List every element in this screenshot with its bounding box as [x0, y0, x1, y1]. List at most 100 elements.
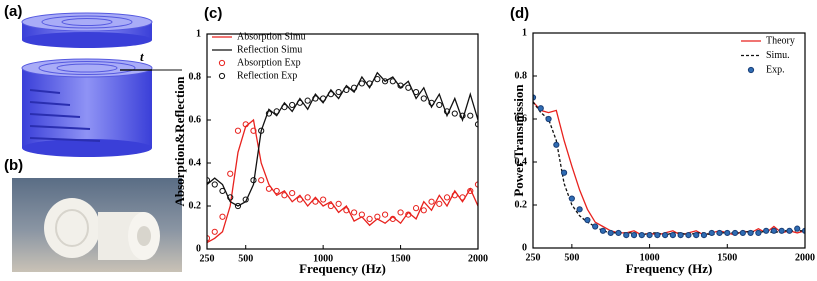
data-point [428, 198, 435, 205]
x-tick-label: 2000 [468, 253, 488, 264]
data-point [289, 190, 296, 197]
panel-label: (d) [510, 5, 529, 22]
x-axis-label: Frequency (Hz) [626, 261, 713, 276]
y-tick-label: 0.4 [515, 156, 528, 167]
data-point [351, 209, 358, 216]
legend-label: Absorption Simu [237, 31, 306, 42]
data-point [281, 104, 288, 111]
data-point [227, 170, 234, 177]
data-point [281, 192, 288, 199]
data-point [343, 86, 350, 94]
data-point [685, 232, 692, 239]
legend-label: Reflection Simu [237, 44, 302, 55]
data-point [358, 80, 365, 87]
plot-area [207, 71, 478, 244]
data-point [289, 101, 296, 109]
data-point [467, 112, 474, 119]
data-point [669, 232, 676, 239]
data-point [467, 187, 474, 195]
x-tick-label: 1000 [313, 253, 333, 264]
data-point [296, 99, 304, 106]
data-point [443, 194, 451, 201]
data-point [265, 110, 273, 117]
data-point [654, 232, 661, 239]
data-point [405, 84, 412, 91]
data-point [211, 181, 218, 188]
legend-marker [218, 59, 226, 67]
data-point [420, 207, 427, 214]
data-point [747, 229, 754, 237]
data-point [304, 97, 311, 104]
y-tick-label: 0 [196, 243, 201, 254]
data-point [366, 215, 373, 222]
data-point [312, 95, 319, 102]
annotation: t [140, 49, 144, 64]
data-point [296, 196, 304, 203]
data-point [242, 121, 249, 128]
data-point [560, 169, 568, 176]
y-tick-label: 0.8 [515, 70, 528, 81]
data-point [207, 235, 211, 242]
data-point [389, 78, 396, 85]
panel-a-illustration [21, 12, 182, 157]
data-point [412, 205, 420, 212]
data-point [693, 232, 700, 239]
data-point [584, 216, 591, 224]
legend-label: Exp. [766, 64, 785, 75]
data-point [366, 80, 373, 87]
data-point [451, 110, 458, 117]
data-point [219, 213, 226, 220]
data-point [211, 228, 218, 235]
data-point [227, 194, 234, 201]
data-point [778, 227, 785, 234]
y-tick-label: 0 [522, 242, 527, 253]
data-point [451, 192, 458, 199]
x-axis-label: Frequency (Hz) [299, 261, 386, 276]
data-point [646, 232, 653, 239]
data-point [250, 127, 257, 134]
panel-b-photo [12, 178, 182, 272]
data-point [599, 227, 607, 234]
x-tick-label: 250 [200, 253, 215, 264]
data-point [381, 78, 389, 85]
data-point [242, 196, 249, 203]
data-point [412, 88, 420, 96]
data-point [537, 105, 544, 112]
y-tick-label: 0.8 [189, 71, 202, 82]
data-point [576, 206, 583, 213]
data-point [428, 99, 435, 106]
data-point [327, 202, 334, 210]
data-point [327, 91, 334, 98]
plot-frame [532, 32, 806, 249]
data-point [265, 185, 273, 192]
data-point [731, 229, 739, 237]
data-point [234, 127, 242, 134]
legend-label: Theory [766, 35, 795, 46]
x-tick-label: 1500 [717, 252, 737, 263]
data-point [207, 177, 211, 184]
x-tick-label: 1000 [640, 252, 660, 263]
data-point [258, 127, 265, 134]
y-tick-label: 0.6 [515, 113, 528, 124]
y-axis-label: Power Transmission [511, 84, 526, 197]
panel-label: (b) [4, 157, 23, 174]
y-tick-label: 1 [522, 27, 527, 38]
data-point [219, 187, 226, 195]
data-point [708, 229, 715, 237]
legend-label: Absorption Exp [237, 57, 301, 68]
data-point [320, 95, 327, 102]
plot-frame [206, 33, 479, 250]
data-point [273, 187, 280, 195]
data-point [623, 232, 630, 239]
data-point [615, 229, 622, 237]
data-point [335, 88, 342, 96]
data-point [739, 229, 746, 237]
data-point [234, 202, 242, 210]
y-tick-label: 0.2 [189, 200, 202, 211]
data-point [459, 112, 466, 119]
panel-label: (a) [4, 3, 22, 20]
data-point [724, 229, 731, 237]
data-point [592, 223, 599, 230]
plot-area [533, 94, 805, 239]
y-tick-label: 1 [196, 28, 201, 39]
